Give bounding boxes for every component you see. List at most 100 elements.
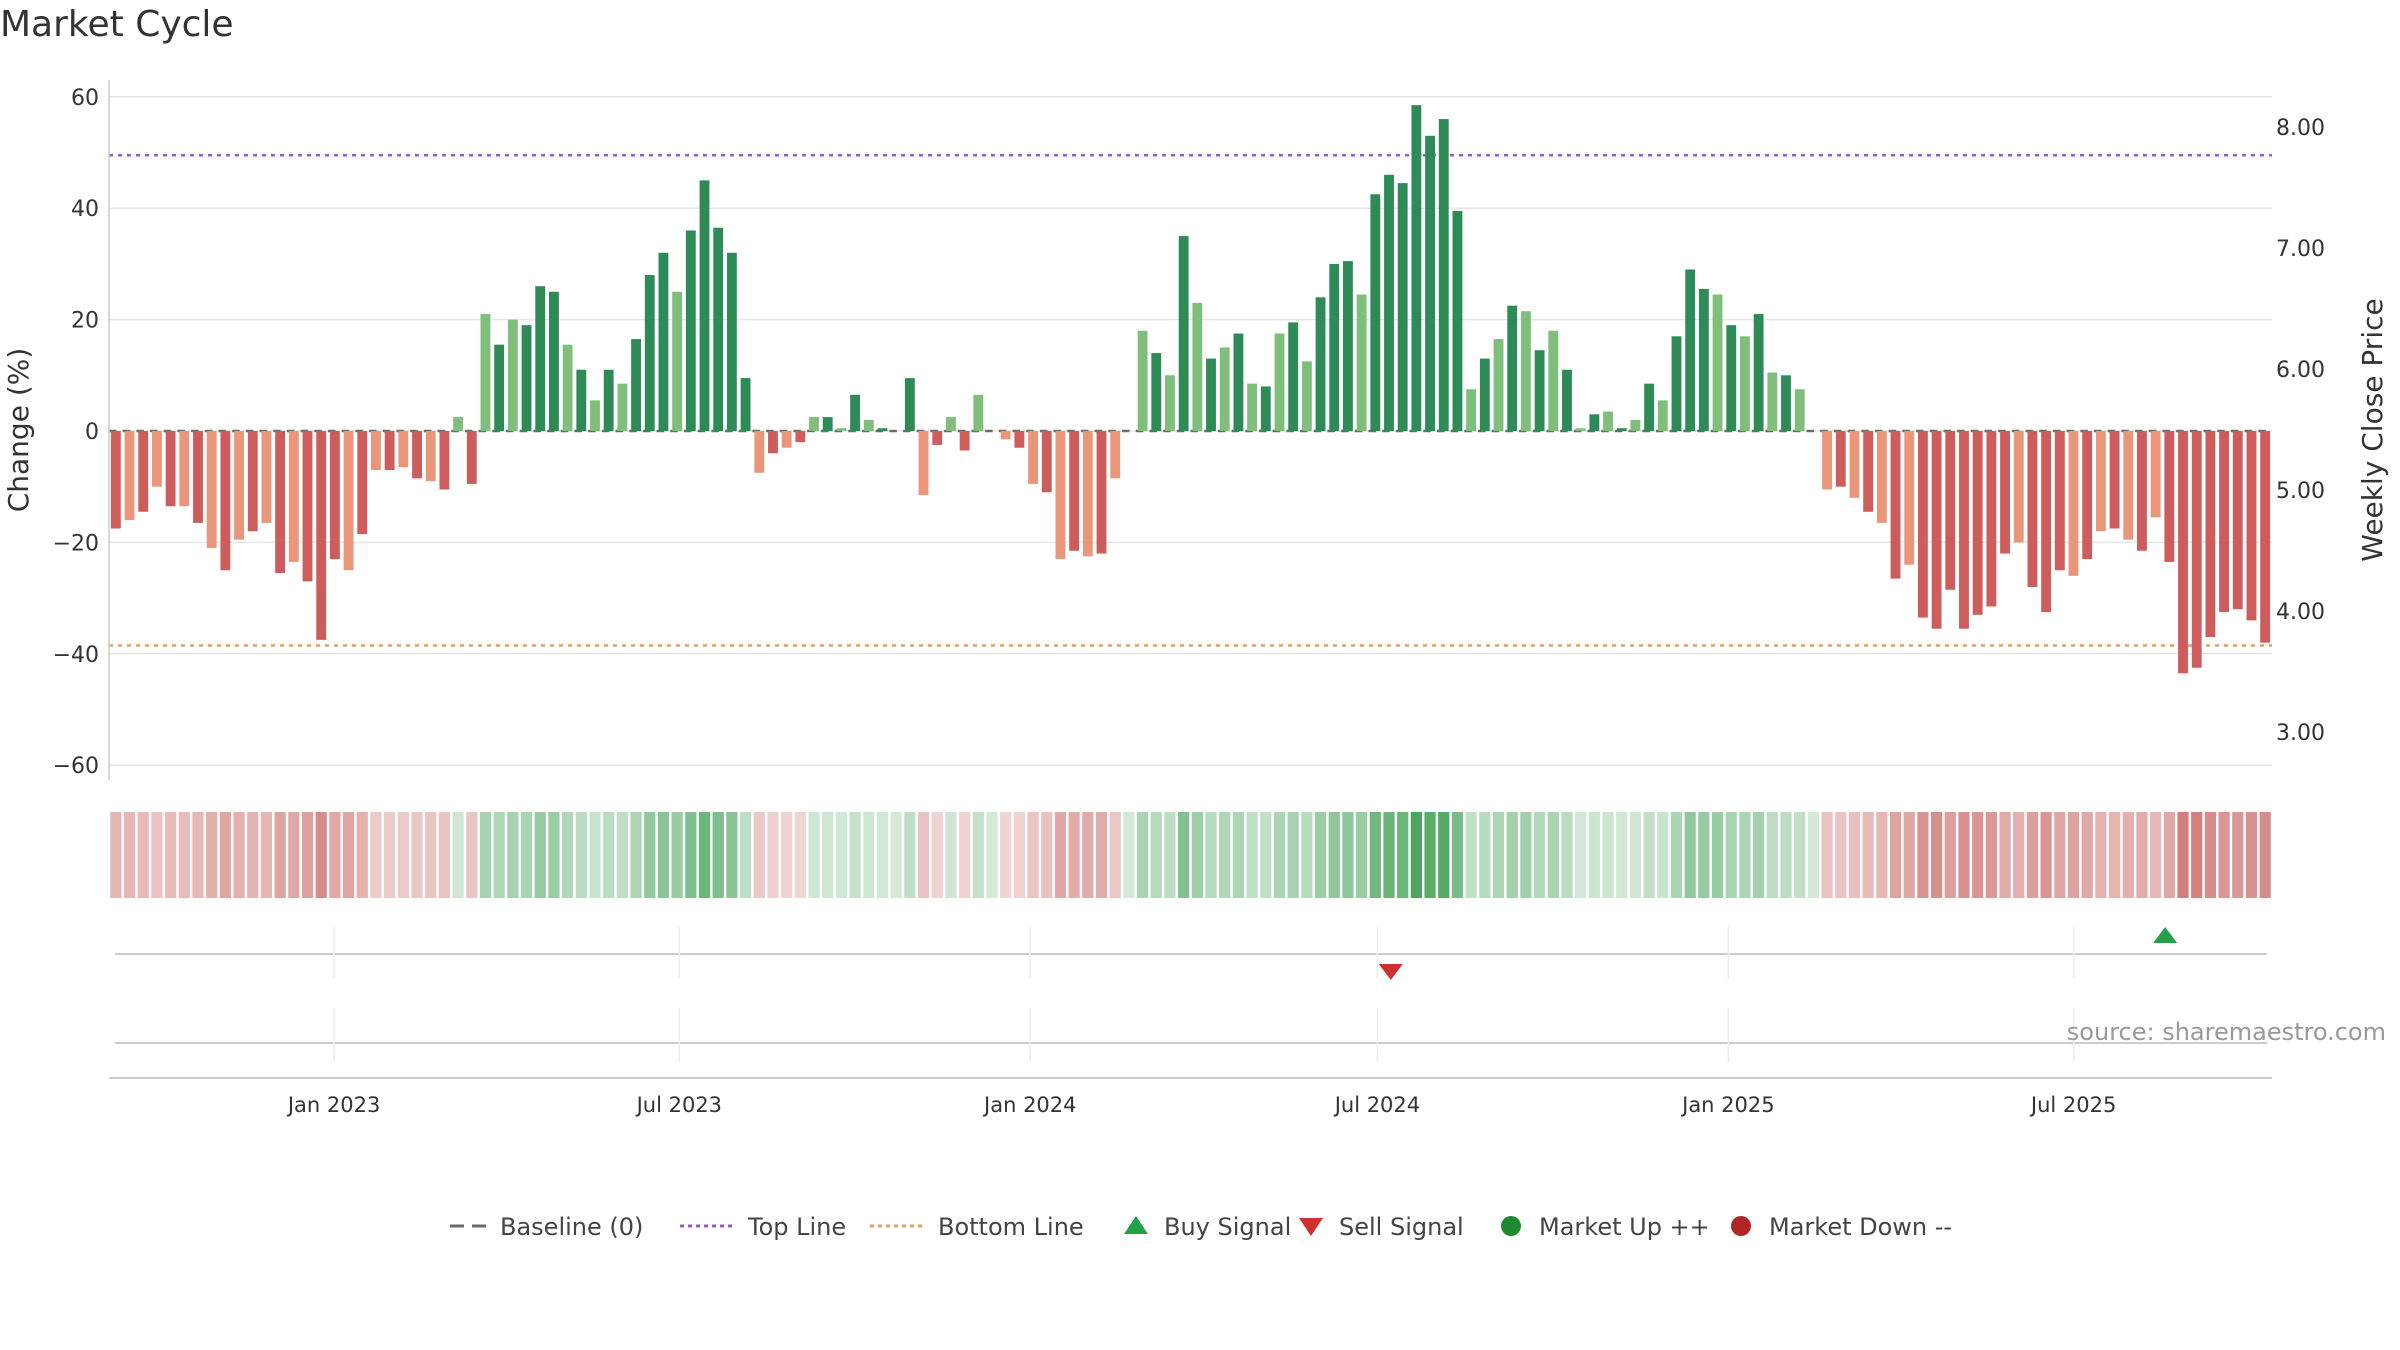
legend-label: Top Line: [747, 1213, 846, 1241]
heat-cell: [917, 812, 930, 898]
heat-cell: [2067, 812, 2080, 898]
heat-cell: [1273, 812, 1286, 898]
legend-item: Buy Signal: [1124, 1213, 1291, 1241]
data-bar: [726, 252, 737, 431]
data-bar: [1438, 119, 1449, 431]
data-bar: [1192, 302, 1203, 431]
heat-cell: [370, 812, 382, 898]
heat-cell: [247, 812, 259, 898]
legend: Baseline (0) Top Line Bottom Line Buy Signa…: [450, 1213, 1952, 1241]
heat-cell: [1985, 812, 1997, 898]
heat-cell: [1232, 812, 1245, 898]
heat-cell: [1533, 812, 1546, 898]
data-bar: [439, 431, 450, 490]
data-bar: [2068, 431, 2079, 576]
heat-cell: [110, 812, 122, 898]
data-bar: [1931, 431, 1942, 629]
heat-cell: [808, 812, 820, 898]
data-bar: [1137, 330, 1148, 431]
data-bar: [2137, 431, 2147, 551]
data-bar: [1356, 294, 1367, 431]
heat-cell: [1629, 812, 1642, 898]
heat-cell: [1328, 812, 1340, 898]
heat-cell: [452, 812, 464, 898]
y2-tick-label: 3.00: [2276, 721, 2325, 746]
heat-cell: [534, 812, 546, 898]
heat-cell: [1930, 812, 1943, 898]
heat-cell: [178, 812, 190, 898]
legend-item: Market Up ++: [1501, 1213, 1710, 1241]
data-bar: [1260, 386, 1271, 431]
heat-cell: [1506, 812, 1518, 898]
heat-cell: [1383, 812, 1395, 898]
heat-cell: [206, 812, 218, 898]
data-bar: [2232, 431, 2243, 610]
data-bar: [1479, 358, 1490, 431]
data-bar: [1110, 431, 1121, 479]
data-bar: [1014, 431, 1025, 448]
data-bar: [2000, 431, 2010, 554]
source-label: source: sharemaestro.com: [2067, 1018, 2386, 1046]
heat-cell: [1397, 812, 1409, 898]
legend-label: Sell Signal: [1339, 1213, 1464, 1241]
data-bar: [590, 400, 600, 431]
data-bar: [1069, 431, 1080, 551]
data-bar: [1562, 369, 1572, 431]
heat-cell: [1150, 812, 1162, 898]
data-bar: [1712, 294, 1723, 431]
heat-cell: [1575, 812, 1587, 898]
data-bar: [357, 431, 368, 535]
heat-cell: [712, 812, 724, 898]
heat-cell: [1287, 812, 1299, 898]
heat-cell: [863, 812, 875, 898]
data-bar: [781, 431, 792, 448]
data-bar: [2054, 431, 2065, 571]
heat-cell: [1944, 812, 1956, 898]
heat-cell: [1479, 812, 1491, 898]
data-bar: [959, 431, 970, 451]
heat-cell: [2259, 812, 2271, 898]
heat-cell: [1410, 812, 1422, 898]
legend-label: Baseline (0): [500, 1213, 643, 1241]
data-bar: [1698, 288, 1709, 431]
heat-cell: [2040, 812, 2052, 898]
y2-tick-label: 6.00: [2276, 358, 2325, 383]
data-bar: [1329, 263, 1340, 431]
data-bar: [672, 291, 683, 431]
legend-sell-icon: [1299, 1218, 1323, 1236]
heat-cell: [2122, 812, 2134, 898]
heat-cell: [890, 812, 902, 898]
data-bar: [138, 431, 149, 512]
heat-cell: [507, 812, 519, 898]
data-bar: [1370, 194, 1381, 431]
data-bar: [1986, 431, 1997, 607]
heat-cell: [1041, 812, 1053, 898]
date-axis: Jan 2023 Jul 2023 Jan 2024 Jul 2024 Jan 2025…: [286, 1093, 2117, 1117]
data-bar: [1041, 431, 1052, 493]
heat-cell: [1725, 812, 1737, 898]
data-bar: [699, 180, 710, 431]
data-bar: [288, 431, 299, 562]
data-bar: [1822, 431, 1833, 490]
data-bar: [193, 431, 203, 523]
heat-cell: [1136, 812, 1149, 898]
heat-cell: [2218, 812, 2230, 898]
heat-cell: [1972, 812, 1984, 898]
heat-cell: [1999, 812, 2011, 898]
data-bar: [110, 431, 121, 529]
data-bar: [1863, 431, 1874, 512]
heat-cell: [2081, 812, 2093, 898]
heat-cell: [411, 812, 423, 898]
data-bar: [863, 419, 874, 431]
heat-cell: [1711, 812, 1724, 898]
data-bar: [1767, 372, 1778, 431]
legend-label: Buy Signal: [1164, 1213, 1291, 1241]
heat-cell: [1835, 812, 1847, 898]
heat-cell: [822, 812, 834, 898]
heat-cell: [2232, 812, 2244, 898]
date-tick-label: Jan 2023: [286, 1093, 381, 1117]
data-bar: [2150, 431, 2161, 518]
heat-cell: [575, 812, 587, 898]
heat-cell: [301, 812, 314, 898]
